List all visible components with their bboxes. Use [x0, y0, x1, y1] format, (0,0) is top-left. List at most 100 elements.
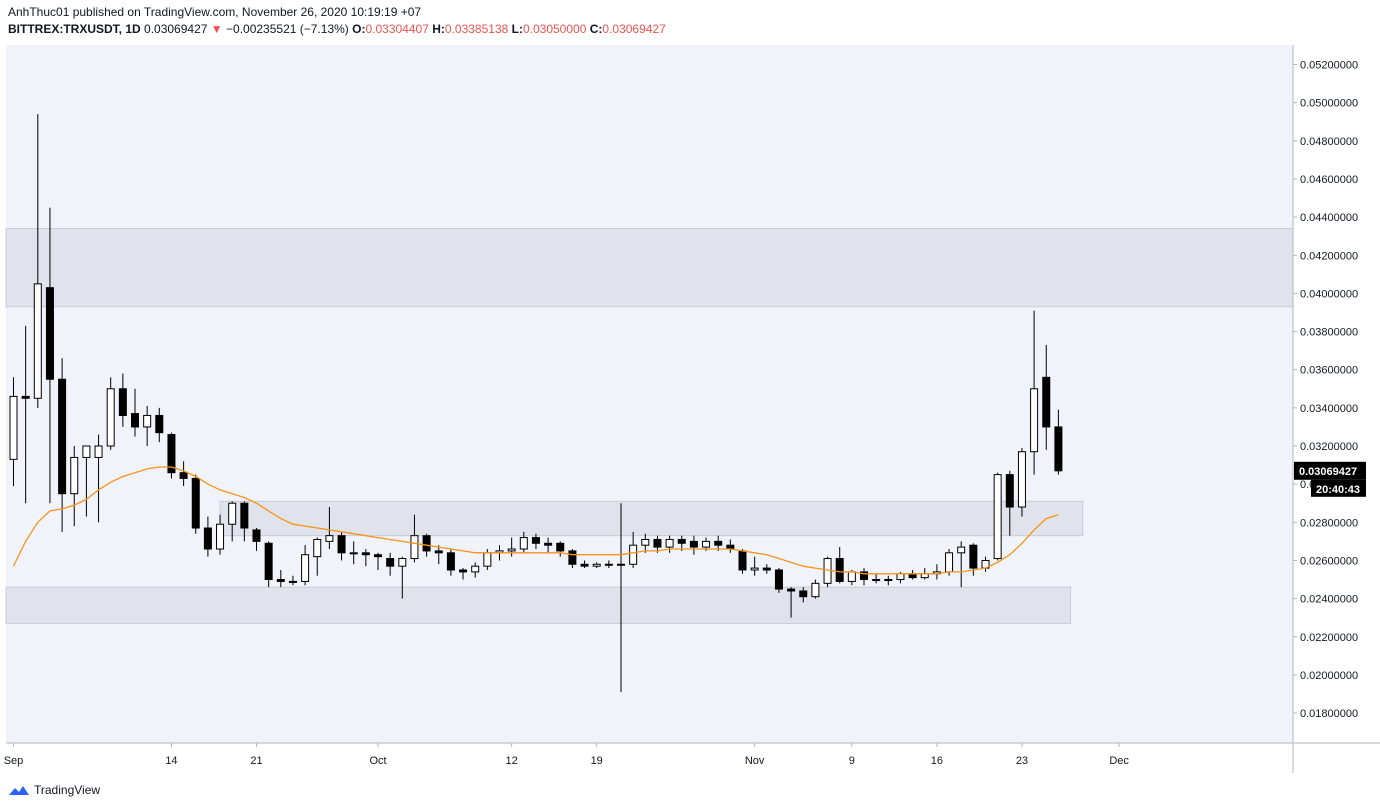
candle-body: [1005, 474, 1014, 508]
candle: [641, 533, 650, 553]
candle: [957, 541, 966, 588]
candle-body: [1042, 376, 1051, 428]
candle-body: [434, 550, 443, 554]
candle-body: [750, 567, 759, 571]
candle-body: [641, 538, 650, 546]
candle: [252, 528, 261, 551]
candle: [131, 388, 139, 437]
candle-body: [118, 388, 127, 416]
candle-body: [155, 414, 164, 434]
candle: [823, 556, 832, 588]
candle-body: [398, 558, 407, 567]
candle: [531, 533, 540, 550]
footer-brand-label: TradingView: [34, 783, 101, 797]
candle: [118, 373, 127, 427]
low-label: L:: [511, 22, 523, 36]
candle: [568, 549, 577, 569]
candle-body: [714, 540, 723, 546]
candle: [313, 537, 322, 576]
x-tick-label: 19: [591, 755, 603, 767]
candle-body: [957, 546, 966, 554]
candle: [106, 377, 115, 450]
candle: [82, 445, 91, 517]
candle: [993, 472, 1002, 561]
candle-body: [325, 535, 334, 542]
candle: [604, 560, 613, 569]
candle-body: [653, 538, 662, 548]
candle-body: [799, 590, 808, 598]
candle: [629, 531, 638, 569]
x-tick-label: Sep: [4, 755, 24, 767]
x-tick-label: Nov: [745, 755, 765, 767]
candle: [70, 446, 79, 527]
symbol-label[interactable]: BITTREX:TRXUSDT, 1D: [8, 22, 141, 36]
candle-body: [9, 395, 18, 460]
x-tick-label: 14: [165, 755, 177, 767]
candle: [787, 587, 796, 618]
candle-body: [896, 573, 905, 581]
candle-body: [422, 535, 431, 552]
candle-body: [969, 544, 978, 569]
footer-brand[interactable]: TradingView: [8, 783, 100, 797]
countdown-tag-label: 20:40:43: [1316, 484, 1360, 496]
candle: [835, 547, 844, 584]
candle-body: [143, 414, 152, 428]
y-tick-label: 0.03400000: [1300, 403, 1358, 415]
high-label: H:: [432, 22, 445, 36]
candle-body: [702, 540, 711, 548]
candle: [264, 541, 273, 588]
candle-body: [762, 567, 771, 571]
candle: [228, 501, 237, 542]
candle: [653, 535, 662, 553]
y-tick-label: 0.04200000: [1300, 250, 1358, 262]
candle-body: [507, 548, 516, 552]
candle-body: [604, 563, 613, 566]
zone-rect: [5, 228, 1294, 308]
candle: [216, 514, 225, 555]
x-tick-label: Oct: [369, 755, 386, 767]
candle: [240, 501, 249, 542]
y-tick-label: 0.04800000: [1300, 136, 1358, 148]
candle-body: [131, 413, 139, 428]
candle: [507, 537, 516, 557]
low-value: 0.03050000: [522, 22, 587, 36]
candle: [580, 560, 589, 569]
candle: [1054, 409, 1063, 475]
candle-body: [1017, 451, 1026, 508]
y-tick-label: 0.02800000: [1300, 517, 1358, 529]
candle: [191, 474, 200, 534]
candle-body: [835, 558, 844, 582]
published-line: AnhThuc01 published on TradingView.com, …: [8, 5, 422, 19]
candle-body: [337, 535, 346, 554]
candle-body: [410, 535, 419, 560]
candle: [9, 377, 18, 487]
high-value: 0.03385138: [444, 22, 509, 36]
candle: [143, 405, 152, 446]
zone-rect: [5, 586, 1072, 624]
candle: [665, 535, 674, 553]
candle: [374, 552, 382, 570]
candle-body: [203, 527, 212, 550]
plot-area[interactable]: [6, 45, 1293, 743]
candle: [471, 562, 480, 578]
candle: [21, 325, 30, 504]
candle-body: [787, 588, 796, 592]
candle-body: [288, 580, 297, 583]
x-tick-label: 16: [931, 755, 943, 767]
candle-body: [1030, 388, 1039, 453]
x-tick-label: 12: [506, 755, 518, 767]
candle: [167, 432, 176, 479]
candle-body: [544, 542, 553, 546]
candle-body: [58, 378, 67, 495]
candle-body: [228, 502, 237, 525]
candle: [738, 549, 747, 574]
candle: [872, 573, 881, 584]
ohlc-legend: BITTREX:TRXUSDT, 1D 0.03069427 ▼ −0.0023…: [8, 22, 666, 36]
candle-body: [556, 542, 565, 552]
candle: [325, 507, 334, 550]
candle: [750, 556, 759, 576]
candle-body: [361, 552, 370, 556]
y-tick-label: 0.05200000: [1300, 60, 1358, 72]
candle-body: [689, 540, 698, 548]
